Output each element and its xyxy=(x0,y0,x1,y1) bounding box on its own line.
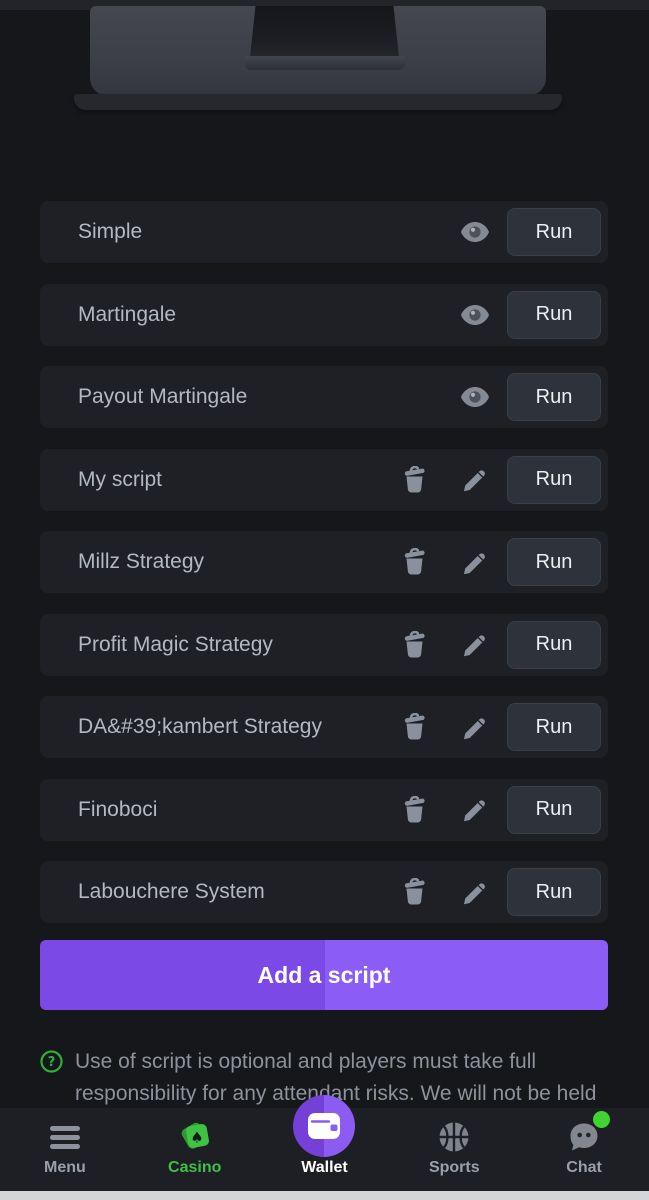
basketball-icon xyxy=(439,1122,469,1152)
delete-script-button[interactable] xyxy=(398,630,430,659)
monitor-illustration xyxy=(0,0,649,135)
script-row: Millz Strategy Run xyxy=(40,531,608,593)
disclaimer: ? Use of script is optional and players … xyxy=(40,1046,615,1110)
delete-script-button[interactable] xyxy=(398,795,430,824)
pencil-icon xyxy=(463,552,485,574)
top-strip xyxy=(0,0,649,10)
trash-icon xyxy=(404,548,425,575)
run-script-button[interactable]: Run xyxy=(507,785,601,834)
monitor-stand-lip xyxy=(244,56,405,70)
trash-icon xyxy=(404,713,425,740)
script-row: Martingale Run xyxy=(40,283,608,346)
delete-script-button[interactable] xyxy=(398,465,430,494)
run-script-button[interactable]: Run xyxy=(507,208,601,256)
run-script-button[interactable]: Run xyxy=(507,620,601,669)
script-list: Simple Run Martingale Run Payout Marting… xyxy=(40,201,608,923)
nav-label-chat: Chat xyxy=(566,1159,602,1176)
script-row: Labouchere System Run xyxy=(40,861,608,923)
monitor-stand xyxy=(249,6,400,62)
script-row: My script Run xyxy=(40,448,608,511)
pencil-icon xyxy=(463,470,485,492)
view-script-button[interactable] xyxy=(459,221,491,243)
nav-item-sports[interactable]: Sports xyxy=(389,1108,519,1191)
edit-script-button[interactable] xyxy=(459,631,491,658)
wallet-button[interactable] xyxy=(293,1095,356,1157)
pencil-icon xyxy=(463,717,485,739)
nav-item-wallet[interactable]: Wallet xyxy=(260,1095,390,1191)
script-name: Martingale xyxy=(78,302,177,326)
nav-label-casino: Casino xyxy=(168,1159,222,1176)
delete-script-button[interactable] xyxy=(398,548,430,576)
nav-item-casino[interactable]: ♠ Casino xyxy=(130,1108,260,1191)
edit-script-button[interactable] xyxy=(459,549,491,576)
question-circle-icon: ? xyxy=(40,1050,63,1110)
nav-label-menu: Menu xyxy=(44,1159,86,1176)
edit-script-button[interactable] xyxy=(459,796,491,823)
run-script-button[interactable]: Run xyxy=(507,455,601,504)
view-script-button[interactable] xyxy=(459,304,491,326)
chat-bubble-icon xyxy=(570,1123,598,1151)
eye-icon xyxy=(461,222,489,242)
pencil-icon xyxy=(463,800,485,822)
disclaimer-line-1: Use of script is optional and players mu… xyxy=(75,1050,537,1073)
run-script-button[interactable]: Run xyxy=(507,538,601,586)
run-script-button[interactable]: Run xyxy=(507,290,601,339)
script-name: My script xyxy=(78,467,162,491)
script-name: Finoboci xyxy=(78,797,158,821)
nav-item-menu[interactable]: Menu xyxy=(0,1108,130,1191)
trash-icon xyxy=(404,465,425,493)
script-row: DA&#39;kambert Strategy Run xyxy=(40,696,608,758)
script-name: Simple xyxy=(78,220,143,243)
nav-label-wallet: Wallet xyxy=(301,1159,348,1176)
svg-text:?: ? xyxy=(48,1055,56,1070)
script-name: Millz Strategy xyxy=(78,550,205,573)
view-script-button[interactable] xyxy=(459,386,491,408)
delete-script-button[interactable] xyxy=(398,878,430,906)
script-row: Simple Run xyxy=(40,201,608,263)
run-script-button[interactable]: Run xyxy=(507,868,601,916)
run-script-button[interactable]: Run xyxy=(507,703,601,751)
nav-item-chat[interactable]: Chat xyxy=(519,1108,649,1191)
trash-icon xyxy=(404,630,425,658)
pencil-icon xyxy=(463,635,485,657)
svg-text:♠: ♠ xyxy=(190,1129,203,1147)
add-script-button[interactable]: Add a script xyxy=(40,940,608,1010)
pencil-icon xyxy=(463,882,485,904)
casino-cards-icon: ♠ xyxy=(181,1122,209,1149)
eye-icon xyxy=(461,304,489,325)
script-row: Profit Magic Strategy Run xyxy=(40,613,608,676)
menu-icon xyxy=(49,1125,80,1149)
trash-icon xyxy=(404,795,425,823)
trash-icon xyxy=(404,878,425,905)
bottom-nav: Menu ♠ Casino xyxy=(0,1095,649,1200)
eye-icon xyxy=(461,387,489,407)
script-name: Payout Martingale xyxy=(78,385,248,408)
script-name: DA&#39;kambert Strategy xyxy=(78,715,322,738)
disclaimer-text: Use of script is optional and players mu… xyxy=(75,1046,596,1110)
disclaimer-line-2: responsibility for any attendant risks. … xyxy=(75,1082,597,1105)
run-script-button[interactable]: Run xyxy=(507,373,601,421)
edit-script-button[interactable] xyxy=(459,879,491,906)
delete-script-button[interactable] xyxy=(398,713,430,741)
monitor-base xyxy=(74,94,562,110)
edit-script-button[interactable] xyxy=(459,714,491,741)
wallet-icon xyxy=(308,1113,341,1139)
script-row: Payout Martingale Run xyxy=(40,366,608,428)
edit-script-button[interactable] xyxy=(459,466,491,493)
script-row: Finoboci Run xyxy=(40,778,608,841)
script-name: Labouchere System xyxy=(78,880,265,903)
script-name: Profit Magic Strategy xyxy=(78,632,273,656)
home-indicator xyxy=(0,1191,649,1200)
online-status-dot xyxy=(593,1111,611,1128)
nav-label-sports: Sports xyxy=(428,1159,480,1176)
